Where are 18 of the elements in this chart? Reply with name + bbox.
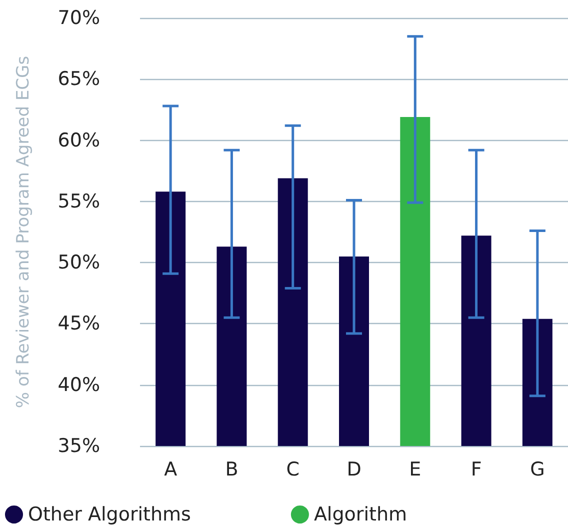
x-tick-label: F: [470, 458, 482, 480]
x-tick-label: E: [409, 458, 422, 480]
x-tick-label: A: [164, 458, 178, 480]
y-axis-title: % of Reviewer and Program Agreed ECGs: [14, 56, 34, 408]
x-tick-label: G: [530, 458, 545, 480]
y-tick-label: 40%: [58, 374, 100, 396]
x-tick-label: B: [225, 458, 238, 480]
y-tick-label: 65%: [58, 68, 100, 90]
y-tick-label: 50%: [58, 252, 100, 274]
y-tick-label: 70%: [58, 7, 100, 29]
y-tick-label: 45%: [58, 312, 100, 335]
y-tick-label: 60%: [58, 129, 100, 152]
legend-label: Other Algorithms: [28, 504, 191, 526]
x-tick-label: C: [286, 458, 300, 480]
x-tick-label: D: [346, 458, 362, 480]
y-tick-label: 35%: [58, 435, 100, 457]
legend-label: Algorithm: [314, 504, 407, 526]
y-tick-label: 55%: [58, 190, 100, 212]
